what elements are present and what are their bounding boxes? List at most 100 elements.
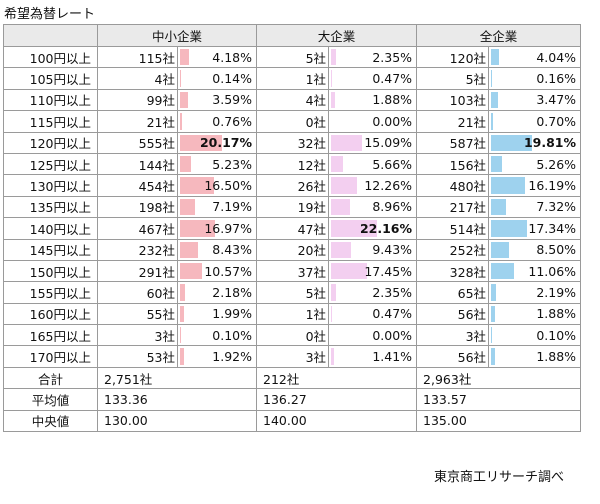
rate-label: 100円以上: [3, 45, 98, 69]
rate-label: 135円以上: [3, 195, 98, 219]
all-pct-value: 2.19%: [536, 284, 577, 300]
large-pct-value: 2.35%: [372, 49, 413, 65]
all-pct-cell: 11.06%: [488, 259, 582, 283]
all-count-cell: 56社: [416, 302, 490, 326]
all-count-cell: 514社: [416, 217, 490, 240]
large-pct-bar: [331, 305, 333, 323]
table-body: 100円以上 115社 4.18% 5社 2.35% 120社 4.04% 105円以上 4社 0…: [3, 45, 582, 368]
large-pct-bar: [331, 262, 368, 280]
all-pct-bar: [491, 155, 502, 173]
small-count-cell: 53社: [97, 345, 178, 368]
large-count-cell: 0社: [256, 110, 330, 133]
small-pct-bar: [180, 177, 215, 194]
all-pct-value: 17.34%: [528, 220, 577, 236]
large-pct-bar: [331, 91, 335, 109]
all-pct-bar: [491, 305, 495, 323]
small-pct-value: 8.43%: [212, 242, 253, 258]
small-pct-value: 1.99%: [212, 306, 253, 322]
all-pct-value: 8.50%: [536, 242, 577, 258]
large-pct-cell: 1.88%: [328, 88, 418, 112]
summary-small-value: 2,751社: [96, 366, 258, 390]
small-pct-bar: [180, 305, 185, 323]
small-count-cell: 467社: [97, 217, 178, 240]
small-pct-value: 4.18%: [212, 49, 253, 65]
rate-label: 150円以上: [3, 259, 98, 283]
all-count-cell: 56社: [416, 345, 490, 368]
all-pct-cell: 1.88%: [488, 345, 582, 368]
large-pct-value: 22.16%: [359, 220, 413, 236]
rate-label: 145円以上: [3, 238, 98, 261]
all-pct-bar: [491, 177, 525, 194]
rate-label: 120円以上: [3, 131, 98, 154]
small-count-cell: 55社: [97, 302, 178, 326]
summary-small-value: 130.00: [96, 409, 258, 433]
large-pct-bar: [331, 284, 336, 301]
large-count-cell: 20社: [256, 238, 330, 261]
small-pct-cell: 8.43%: [176, 238, 258, 261]
large-pct-cell: 17.45%: [328, 259, 418, 283]
large-pct-value: 17.45%: [364, 263, 413, 279]
all-pct-value: 7.32%: [536, 199, 577, 215]
small-count-cell: 4社: [97, 67, 178, 90]
header-small-business: 中小企業: [96, 24, 258, 47]
all-pct-cell: 19.81%: [488, 131, 582, 154]
all-pct-cell: 16.19%: [488, 174, 582, 197]
all-pct-bar: [491, 220, 528, 237]
table-row: 155円以上 60社 2.18% 5社 2.35% 65社 2.19%: [3, 281, 582, 304]
rate-label: 115円以上: [3, 110, 98, 133]
header-row: 中小企業 大企業 全企業: [3, 24, 582, 47]
large-pct-cell: 0.00%: [328, 324, 418, 347]
large-pct-value: 0.00%: [372, 113, 413, 129]
large-pct-value: 0.47%: [372, 71, 413, 87]
small-count-cell: 454社: [97, 174, 178, 197]
all-count-cell: 328社: [416, 259, 490, 283]
large-pct-value: 9.43%: [372, 242, 413, 258]
large-pct-value: 12.26%: [364, 178, 413, 194]
large-pct-bar: [331, 49, 336, 66]
all-pct-value: 0.16%: [536, 71, 577, 87]
large-pct-value: 15.09%: [364, 135, 413, 151]
small-pct-value: 0.14%: [212, 71, 253, 87]
large-pct-cell: 15.09%: [328, 131, 418, 154]
summary-body: 合計 2,751社 212社 2,963社 平均値 133.36 136.27 133.57 中…: [3, 366, 582, 433]
small-pct-cell: 3.59%: [176, 88, 258, 112]
all-pct-cell: 5.26%: [488, 152, 582, 176]
all-pct-value: 16.19%: [528, 178, 577, 194]
rate-label: 165円以上: [3, 324, 98, 347]
all-pct-cell: 3.47%: [488, 88, 582, 112]
small-count-cell: 3社: [97, 324, 178, 347]
table-row: 115円以上 21社 0.76% 0社 0.00% 21社 0.70%: [3, 110, 582, 133]
small-pct-bar: [180, 113, 182, 130]
rate-label: 140円以上: [3, 217, 98, 240]
small-pct-bar: [180, 241, 198, 258]
small-pct-bar: [180, 91, 188, 109]
large-pct-cell: 22.16%: [328, 217, 418, 240]
small-pct-cell: 0.10%: [176, 324, 258, 347]
rate-label: 130円以上: [3, 174, 98, 197]
rate-label: 110円以上: [3, 88, 98, 112]
all-count-cell: 156社: [416, 152, 490, 176]
all-count-cell: 103社: [416, 88, 490, 112]
table-row: 105円以上 4社 0.14% 1社 0.47% 5社 0.16%: [3, 67, 582, 90]
summary-row: 合計 2,751社 212社 2,963社: [3, 366, 582, 390]
all-pct-cell: 0.10%: [488, 324, 582, 347]
summary-small-value: 133.36: [96, 388, 258, 411]
table-row: 120円以上 555社 20.17% 32社 15.09% 587社 19.81%: [3, 131, 582, 154]
large-count-cell: 0社: [256, 324, 330, 347]
small-pct-bar: [180, 284, 185, 301]
large-pct-cell: 1.41%: [328, 345, 418, 368]
all-pct-value: 5.26%: [536, 156, 577, 172]
all-pct-bar: [491, 262, 515, 280]
large-pct-bar: [331, 241, 351, 258]
table-row: 145円以上 232社 8.43% 20社 9.43% 252社 8.50%: [3, 238, 582, 261]
small-pct-bar: [180, 198, 195, 216]
table-row: 170円以上 53社 1.92% 3社 1.41% 56社 1.88%: [3, 345, 582, 368]
table-row: 150円以上 291社 10.57% 37社 17.45% 328社 11.06%: [3, 259, 582, 283]
large-pct-cell: 9.43%: [328, 238, 418, 261]
large-pct-cell: 0.47%: [328, 67, 418, 90]
table-row: 165円以上 3社 0.10% 0社 0.00% 3社 0.10%: [3, 324, 582, 347]
summary-row: 平均値 133.36 136.27 133.57: [3, 388, 582, 411]
small-pct-value: 5.23%: [212, 156, 253, 172]
all-pct-cell: 2.19%: [488, 281, 582, 304]
small-count-cell: 60社: [97, 281, 178, 304]
